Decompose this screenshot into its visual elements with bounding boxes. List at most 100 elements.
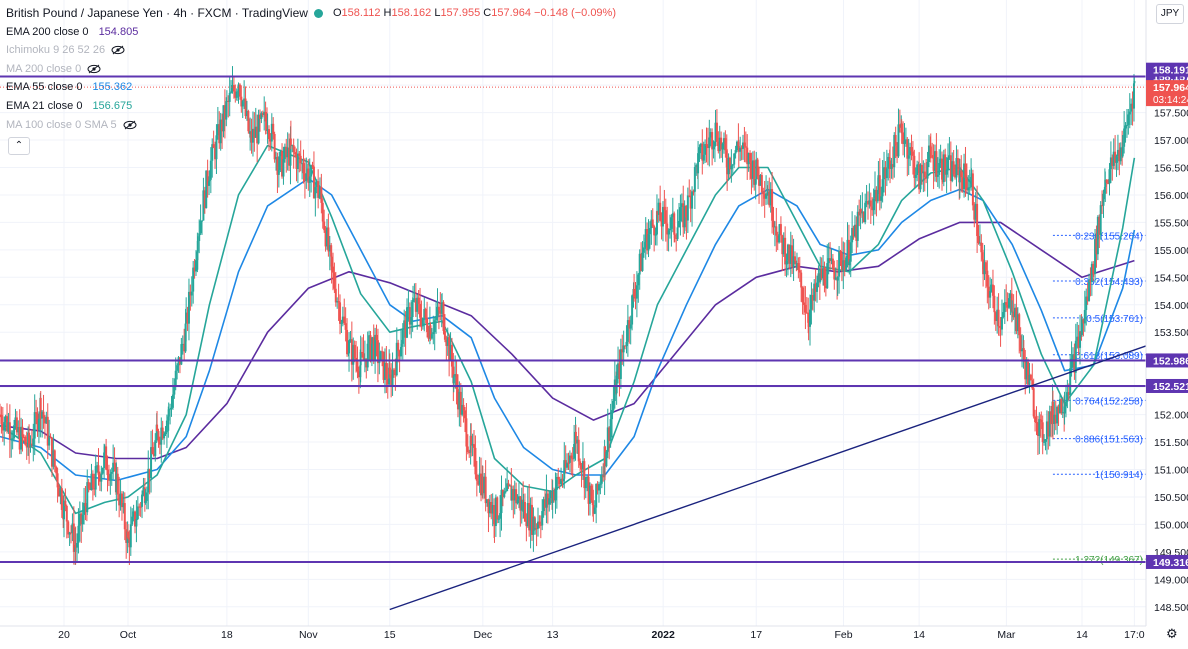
candle-body (1096, 216, 1099, 255)
indicator-row[interactable]: EMA 55 close 0 155.362 (6, 78, 616, 97)
candle-body (968, 187, 971, 189)
price-tick-label: 153.500 (1154, 327, 1188, 339)
indicator-row[interactable]: EMA 21 close 0 156.675 (6, 97, 616, 116)
candle-body (151, 447, 154, 454)
candle-body (602, 475, 605, 478)
candle-body (1101, 205, 1104, 207)
candle-body (583, 461, 586, 489)
candle-body (549, 491, 552, 499)
eye-crossed-icon[interactable] (123, 120, 137, 130)
candle-body (842, 260, 845, 271)
candle-body (926, 162, 929, 179)
candle-body (292, 145, 295, 153)
candle-body (654, 234, 657, 236)
indicator-row[interactable]: EMA 200 close 0 154.805 (6, 23, 616, 42)
symbol-title[interactable]: British Pound / Japanese Yen · 4h · FXCM… (6, 6, 308, 20)
candle-body (775, 226, 778, 236)
candle-body (205, 170, 208, 209)
candle-body (788, 244, 791, 264)
candle-body (880, 196, 883, 201)
candle-body (977, 236, 980, 244)
candle-body (129, 524, 132, 548)
candle-body (446, 337, 449, 346)
candle-body (474, 447, 477, 475)
candle-body (60, 488, 63, 510)
candle-body (155, 424, 158, 441)
candle-body (971, 173, 974, 206)
candle-body (1089, 280, 1092, 283)
candle-body (987, 286, 990, 298)
candle-body (1098, 216, 1101, 235)
candle-body (465, 418, 468, 447)
candle-body (352, 344, 355, 365)
candle-body (386, 378, 389, 385)
candle-body (142, 487, 145, 495)
level-price-tag: 149.316 (1153, 557, 1188, 569)
indicator-row[interactable]: MA 200 close 0 (6, 60, 616, 79)
fib-level-label: 0.236(155.264) (1075, 231, 1143, 242)
candle-body (642, 247, 645, 253)
candle-body (1104, 179, 1107, 187)
candle-body (1057, 406, 1060, 414)
gear-icon[interactable]: ⚙ (1166, 626, 1178, 641)
candle-body (283, 146, 286, 160)
ema200-line-group (0, 221, 1135, 460)
indicator-value: 156.675 (92, 99, 133, 112)
currency-button[interactable]: JPY (1156, 4, 1184, 24)
candle-body (1019, 335, 1022, 352)
candle-body (33, 412, 36, 439)
ema200-line (0, 221, 1135, 460)
candle-body (1012, 311, 1015, 318)
indicator-row[interactable]: Ichimoku 9 26 52 26 (6, 41, 616, 60)
candle-body (493, 505, 496, 525)
candle-body (416, 297, 419, 312)
candle-body (294, 152, 297, 155)
eye-crossed-icon[interactable] (111, 45, 125, 55)
candle-body (515, 489, 518, 504)
candle-body (1002, 312, 1005, 317)
candle-body (809, 309, 812, 327)
candle-body (963, 163, 966, 190)
candle-body (228, 92, 231, 102)
candle-body (551, 490, 554, 504)
eye-crossed-icon[interactable] (87, 64, 101, 74)
candle-body (36, 413, 39, 431)
candle-body (388, 367, 391, 375)
candle-body (506, 483, 509, 492)
candle-body (824, 285, 827, 289)
candle-body (997, 309, 1000, 327)
candle-body (7, 422, 10, 431)
candle-body (234, 91, 237, 98)
candle-body (307, 168, 310, 183)
candle-body (728, 157, 731, 170)
candle-body (956, 158, 959, 164)
candle-body (682, 203, 685, 228)
candle-body (225, 100, 228, 102)
candle-body (1119, 147, 1122, 162)
candle-body (659, 202, 662, 221)
candle-body (951, 161, 954, 181)
candle-body (1124, 125, 1127, 129)
candle-body (717, 141, 720, 152)
candle-body (830, 258, 833, 261)
candle-body (0, 414, 3, 424)
candle-body (424, 309, 427, 319)
indicator-row[interactable]: MA 100 close 0 SMA 5 (6, 116, 616, 135)
candle-body (689, 195, 692, 209)
candle-body (669, 228, 672, 231)
candle-body (340, 322, 343, 324)
candle-body (866, 201, 869, 205)
candle-body (266, 121, 269, 132)
collapse-legend-button[interactable]: ⌃ (8, 137, 30, 155)
candle-body (398, 350, 401, 357)
candle-body (427, 332, 430, 339)
candle-body (392, 369, 395, 371)
candle-body (990, 284, 993, 292)
candle-body (557, 476, 560, 480)
candle-body (1061, 412, 1064, 414)
candle-body (433, 320, 436, 333)
candle-body (1121, 146, 1124, 157)
time-tick-label: 15 (384, 629, 396, 641)
